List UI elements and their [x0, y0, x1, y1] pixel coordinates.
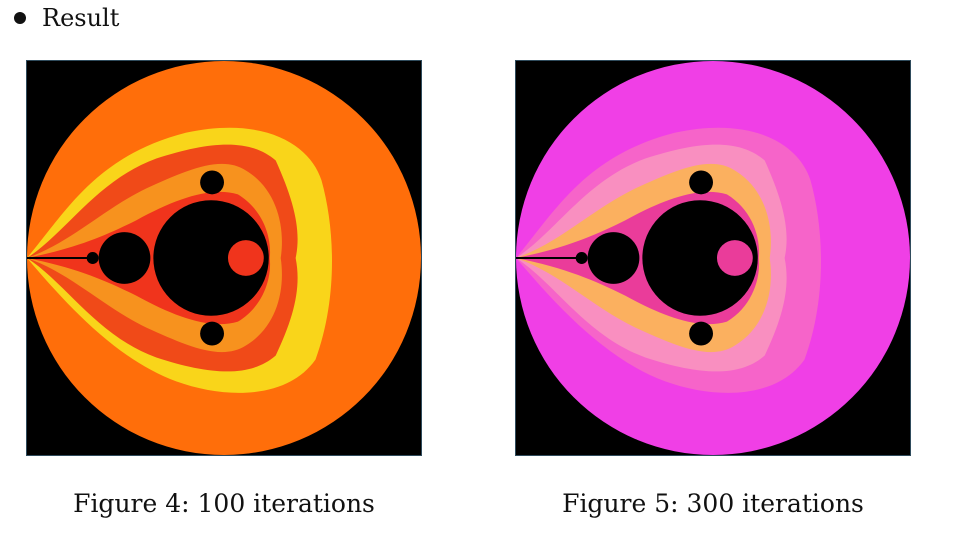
- figure-5-caption: Figure 5: 300 iterations: [562, 489, 864, 518]
- main-cardioid: [153, 200, 269, 316]
- result-bullet: Result: [10, 4, 119, 32]
- figure-4-caption: Figure 4: 100 iterations: [73, 489, 375, 518]
- figure-4-mandelbrot-image: [26, 60, 422, 456]
- lower-bulb: [200, 321, 224, 346]
- cardioid-cusp: [716, 240, 753, 276]
- mandelbrot-100-iterations: [27, 61, 421, 455]
- figure-5-mandelbrot-image: [515, 60, 911, 456]
- period-2-bulb: [98, 232, 151, 284]
- period-4-bulb: [575, 252, 588, 264]
- result-label: Result: [42, 4, 120, 32]
- lower-bulb: [689, 321, 713, 346]
- period-4-bulb: [86, 252, 99, 264]
- upper-bulb: [200, 170, 224, 195]
- main-cardioid: [642, 200, 758, 316]
- bullet-dot-icon: [14, 12, 26, 24]
- cardioid-cusp: [227, 240, 264, 276]
- mandelbrot-300-iterations: [516, 61, 910, 455]
- period-2-bulb: [587, 232, 640, 284]
- upper-bulb: [689, 170, 713, 195]
